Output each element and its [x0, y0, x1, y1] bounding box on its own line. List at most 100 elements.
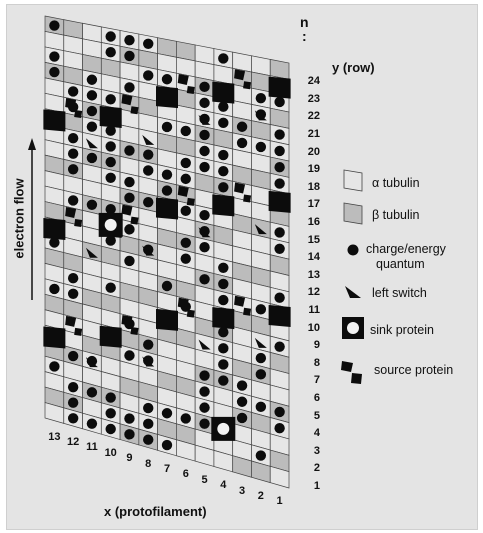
- charge-quantum-dot: [143, 418, 154, 430]
- charge-quantum-dot: [105, 204, 116, 215]
- charge-quantum-dot: [124, 192, 135, 204]
- sink-protein: [43, 326, 66, 349]
- charge-quantum-dot: [143, 149, 154, 160]
- left-switch: [198, 227, 211, 238]
- source-protein: [121, 94, 133, 106]
- legend-source-symbol: [351, 373, 362, 384]
- charge-quantum-dot: [143, 196, 154, 208]
- electron-flow-label: electron flow: [11, 178, 27, 259]
- charge-quantum-dot: [236, 137, 248, 149]
- charge-quantum-dot: [105, 94, 116, 105]
- source-protein: [130, 216, 139, 225]
- row-number: 6: [313, 392, 320, 404]
- charge-quantum-dot: [143, 165, 154, 176]
- charge-quantum-dot: [67, 86, 79, 97]
- legend-sink-label: sink protein: [370, 323, 434, 337]
- sink-protein: [268, 305, 291, 328]
- charge-quantum-dot: [218, 182, 229, 193]
- charge-quantum-dot: [105, 235, 116, 246]
- row-number: 5: [313, 409, 320, 422]
- charge-quantum-dot: [274, 129, 285, 140]
- sink-protein: [99, 106, 122, 129]
- sink-protein: [156, 197, 178, 220]
- source-protein: [243, 307, 252, 316]
- charge-quantum-dot: [199, 274, 210, 285]
- charge-quantum-dot: [105, 141, 116, 152]
- sink-protein-centre: [217, 422, 230, 435]
- charge-quantum-dot: [67, 132, 79, 144]
- charge-quantum-dot: [274, 227, 285, 238]
- charge-quantum-dot: [67, 381, 79, 393]
- charge-quantum-dot: [105, 282, 116, 293]
- row-number: 10: [307, 321, 320, 334]
- charge-quantum-dot: [218, 327, 229, 338]
- sink-protein: [212, 307, 235, 330]
- charge-quantum-dot: [86, 105, 98, 117]
- sink-protein: [43, 217, 66, 240]
- source-protein: [74, 218, 83, 227]
- charge-quantum-dot: [124, 50, 135, 62]
- source-protein: [65, 315, 77, 327]
- charge-quantum-dot: [180, 205, 191, 217]
- charge-quantum-dot: [218, 101, 229, 112]
- column-number: 7: [163, 463, 171, 475]
- row-number: 15: [307, 233, 320, 246]
- charge-quantum-dot: [218, 359, 229, 370]
- left-switch: [85, 138, 98, 149]
- column-number: 11: [86, 441, 98, 454]
- charge-quantum-dot: [143, 70, 154, 81]
- row-number: 23: [307, 92, 320, 105]
- row-number: 24: [307, 75, 320, 88]
- legend-alpha-swatch: [343, 169, 363, 192]
- row-number: 11: [308, 304, 320, 316]
- charge-quantum-dot: [105, 172, 116, 184]
- charge-quantum-dot: [180, 157, 191, 169]
- row-number: 2: [313, 462, 320, 475]
- charge-quantum-dot: [255, 369, 267, 380]
- charge-quantum-dot: [274, 243, 285, 254]
- charge-quantum-dot: [274, 423, 285, 434]
- source-protein: [177, 185, 189, 197]
- source-protein: [186, 309, 195, 318]
- charge-quantum-dot: [124, 145, 135, 156]
- x-axis-label: x (protofilament): [104, 504, 207, 519]
- charge-quantum-dot: [143, 402, 154, 414]
- charge-quantum-dot: [124, 350, 135, 361]
- charge-quantum-dot: [236, 121, 248, 132]
- row-number: 3: [313, 444, 320, 457]
- left-switch: [142, 356, 155, 367]
- charge-quantum-dot: [255, 92, 267, 104]
- charge-quantum-dot: [124, 224, 135, 235]
- charge-quantum-dot: [124, 34, 135, 46]
- charge-quantum-dot: [218, 165, 229, 177]
- charge-quantum-dot: [274, 162, 285, 173]
- charge-quantum-dot: [274, 178, 285, 189]
- source-protein: [121, 314, 133, 326]
- charge-quantum-dot: [86, 199, 98, 211]
- charge-quantum-dot: [218, 278, 229, 290]
- sink-protein: [268, 76, 291, 99]
- legend-alpha-label: α tubulin: [372, 176, 420, 190]
- row-number: 20: [307, 145, 320, 158]
- charge-quantum-dot: [236, 412, 248, 424]
- source-protein: [186, 86, 195, 95]
- charge-quantum-dot: [105, 423, 116, 435]
- charge-quantum-dot: [105, 392, 116, 403]
- charge-quantum-dot: [218, 117, 229, 129]
- row-number: 16: [307, 216, 320, 228]
- column-number: 6: [182, 468, 189, 481]
- charge-quantum-dot: [236, 380, 248, 391]
- row-number: 18: [307, 180, 320, 193]
- charge-quantum-dot: [161, 439, 173, 451]
- column-number: 9: [126, 452, 133, 465]
- charge-quantum-dot: [67, 164, 79, 175]
- charge-quantum-dot: [86, 418, 98, 429]
- column-number: 13: [48, 430, 61, 443]
- legend-sink-centre: [347, 322, 359, 334]
- electron-flow-arrowhead: [28, 138, 36, 150]
- column-number: 12: [67, 436, 80, 449]
- legend-beta-swatch: [343, 202, 363, 225]
- charge-quantum-dot: [255, 450, 267, 461]
- row-number: 21: [307, 128, 320, 140]
